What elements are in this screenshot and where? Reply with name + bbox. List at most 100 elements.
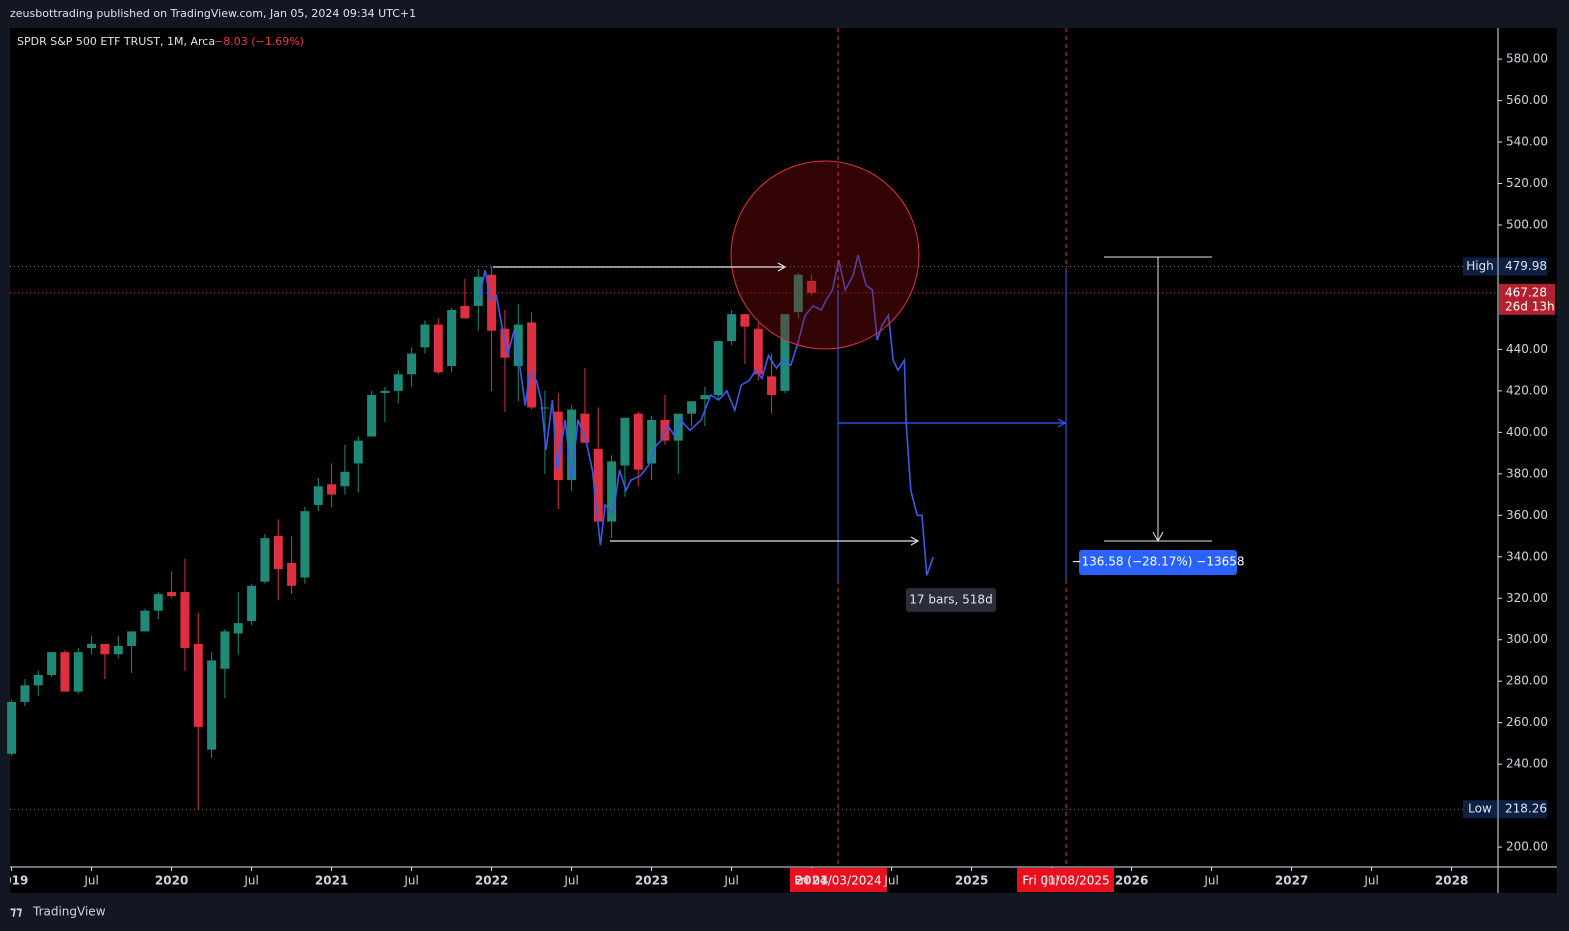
candle-body [47,652,57,675]
tag-name: High [1466,259,1494,273]
candle-body [220,631,230,669]
candle-body [87,643,97,649]
tag-name: Low [1468,802,1492,816]
y-tick-label: 320.00 [1506,591,1548,605]
logo-mark: ⁊⁊ [10,905,22,919]
x-tick-label: Jul [1203,874,1218,888]
candle-body [673,413,683,441]
x-tick-label: Jul [723,874,738,888]
candle-body [207,660,217,750]
tag-name-bg [1463,800,1497,819]
candle-body [700,395,710,400]
y-tick-label: 580.00 [1506,52,1548,66]
y-tick-label: 540.00 [1506,135,1548,149]
candle-body [487,274,497,331]
candle-body [73,652,83,692]
candle-body [687,401,697,414]
header-text: zeusbottrading published on TradingView.… [10,7,416,20]
y-tick-label: 440.00 [1506,342,1548,356]
last-price: 467.28 [1505,285,1547,299]
candle-body [193,643,203,727]
candle-body [340,471,350,487]
candle-body [607,461,617,522]
legend-title: SPDR S&P 500 ETF TRUST, 1M, Arca [17,35,215,48]
candle-body [647,419,657,464]
y-tick-label: 300.00 [1506,632,1548,646]
overlay: 17 bars, 518d −136.58 (−28.17%) −13658 Fri… [17,28,1555,892]
y-tick-label: 520.00 [1506,176,1548,190]
candle-body [793,274,803,313]
candle-body [527,322,537,408]
candle-body [540,407,550,409]
arrow-head [910,536,920,546]
candle-body [753,328,763,375]
x-tick-label: 2028 [1435,874,1468,888]
candle-body [167,592,177,597]
candle-body [33,674,43,686]
x-tick-label: 2021 [315,874,348,888]
countdown: 26d 13h [1505,299,1555,313]
x-tick-label: Jul [883,874,898,888]
candle-body [273,536,283,570]
candle-body [713,341,723,396]
candle-body [127,631,137,646]
tag-name-bg [1463,257,1497,276]
x-tick-label: Jul [243,874,258,888]
measure-label: −136.58 (−28.17%) −13658 [1071,555,1244,569]
x-tick-label: 2026 [1115,874,1148,888]
candle-body [593,448,603,522]
x-tick-label: 2023 [635,874,668,888]
right-border [1557,28,1569,893]
tag-value: 218.26 [1505,802,1547,816]
date1-label: Fri 01/03/2024 [794,874,881,888]
bars-label: 17 bars, 518d [909,593,992,607]
candle-body [567,409,577,481]
candle-body [740,314,750,327]
plot [7,58,1502,871]
candle-body [100,643,110,655]
arrow-head [1057,418,1067,428]
y-tick-label: 560.00 [1506,93,1548,107]
candle-body [580,413,590,443]
x-tick-label: 2024 [795,874,828,888]
y-tick-label: 280.00 [1506,674,1548,688]
highlight-circle [730,160,920,350]
candle-body [380,390,390,393]
date1-bg [790,868,887,892]
candle-body [153,594,163,611]
left-border [0,28,10,893]
candle-body [247,585,257,622]
candle-body [367,395,377,437]
tag-value: 479.98 [1505,259,1547,273]
candle-body [433,324,443,373]
candle-body [60,652,70,692]
candle-body [767,376,777,396]
y-tick-label: 360.00 [1506,508,1548,522]
candle-body [327,484,337,495]
candle-body [353,440,363,464]
x-tick-label: Jul [403,874,418,888]
candle-body [553,411,563,481]
bars-label-bg [906,588,996,612]
x-tick-label: Jul [83,874,98,888]
candle-body [140,610,150,632]
date2-bg [1017,868,1114,892]
candle-body [113,645,123,655]
candle-body [313,486,323,505]
candle-body [233,623,243,634]
y-tick-label: 340.00 [1506,549,1548,563]
arrow-head [777,262,787,272]
x-tick-label: Jul [1043,874,1058,888]
candle-body [20,685,30,702]
candle-body [420,324,430,348]
candle-body [407,353,417,375]
candle-body [807,280,817,293]
y-tick-label: 200.00 [1506,840,1548,854]
y-tick-label: 420.00 [1506,383,1548,397]
measure-head [1152,531,1164,543]
x-tick-label: 2025 [955,874,988,888]
measure-label-bg [1079,550,1237,575]
footer-bar [0,893,1569,931]
